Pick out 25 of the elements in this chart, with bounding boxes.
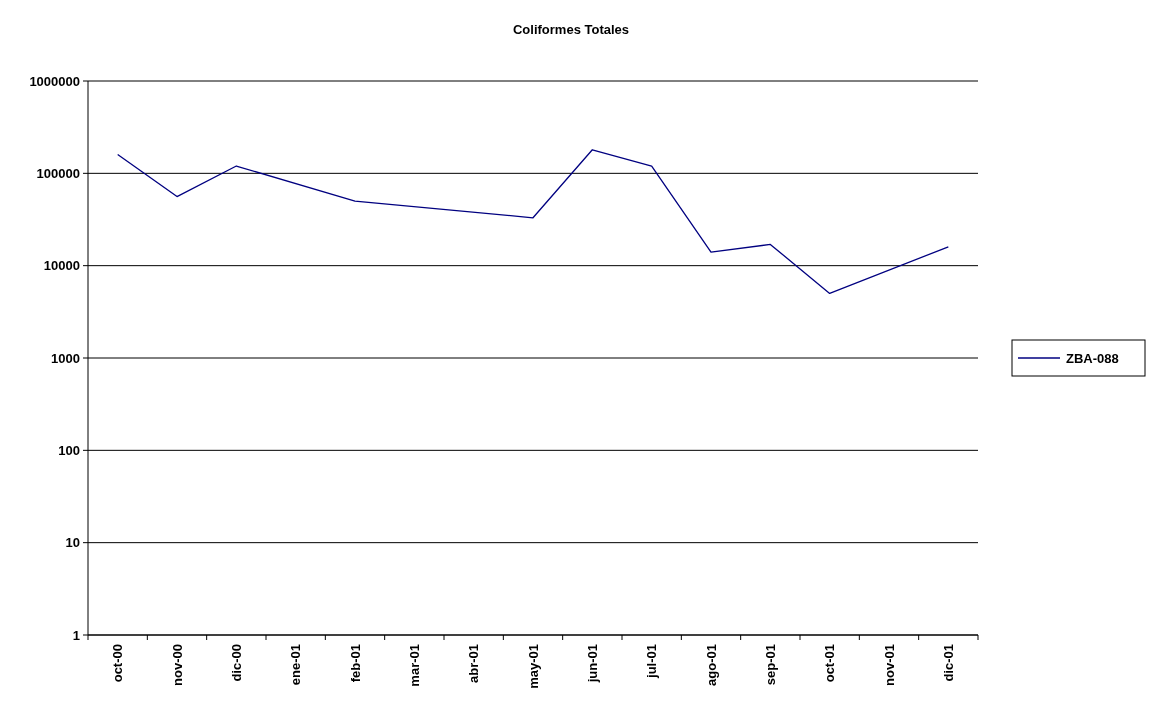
y-tick-label: 10000: [43, 258, 80, 274]
x-tick-label: nov-01: [881, 644, 897, 686]
x-tick-label: dic-00: [228, 644, 244, 682]
x-tick-label: mar-01: [406, 644, 422, 687]
chart-title: Coliformes Totales: [512, 22, 630, 37]
y-tick-label: 100: [58, 442, 80, 458]
x-tick-label: jul-01: [644, 644, 660, 679]
y-tick-label: 100000: [36, 165, 80, 181]
x-tick-label: abr-01: [466, 644, 482, 684]
x-tick-label: may-01: [525, 644, 541, 689]
x-tick-label: oct-01: [822, 644, 838, 683]
x-tick-label: nov-00: [169, 644, 185, 686]
y-tick-label: 1000000: [29, 73, 80, 89]
legend-label: ZBA-088: [1066, 350, 1119, 366]
x-tick-label: feb-01: [347, 644, 363, 683]
x-tick-label: jun-01: [584, 644, 600, 684]
y-tick-label: 10: [65, 535, 80, 551]
line-series: [117, 149, 949, 295]
y-tick-label: 1000: [51, 350, 80, 366]
x-tick-label: ene-01: [288, 644, 304, 686]
x-tick-label: sep-01: [762, 644, 778, 686]
x-tick-label: oct-00: [110, 644, 126, 683]
y-tick-label: 1: [72, 627, 80, 643]
x-tick-label: dic-01: [940, 644, 956, 682]
x-tick-label: ago-01: [703, 644, 719, 686]
